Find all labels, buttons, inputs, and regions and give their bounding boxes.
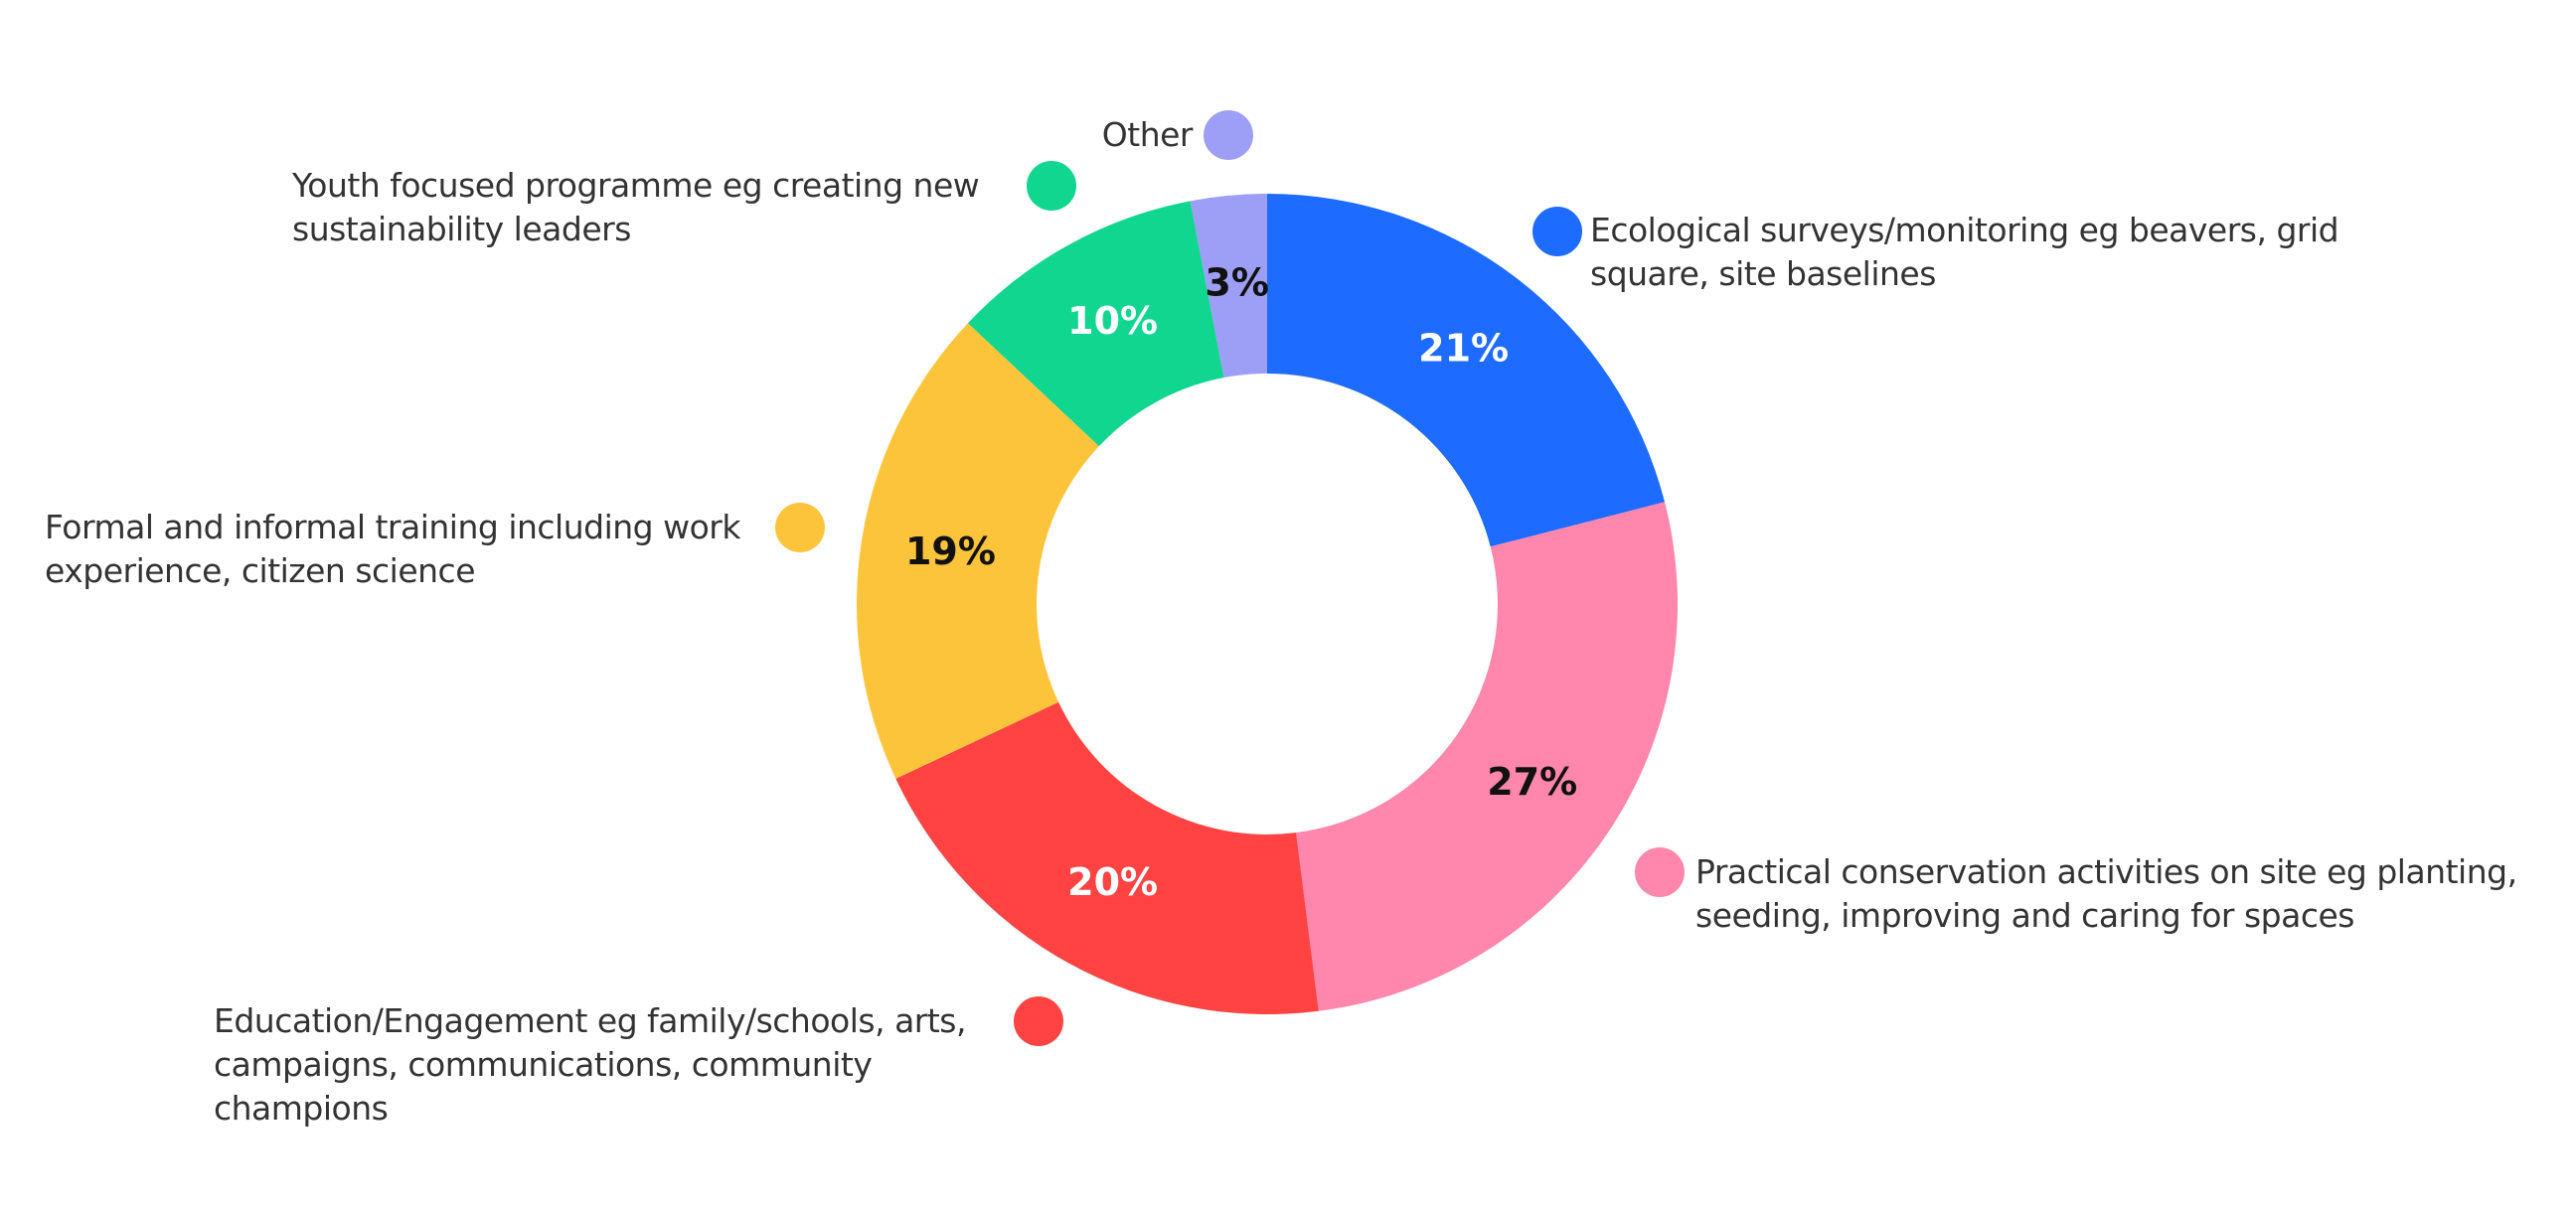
slice [1190, 194, 1267, 378]
legend-dot [1014, 996, 1063, 1046]
legend-label: Other [1101, 115, 1194, 154]
legend-dot [1027, 161, 1076, 211]
slice [1296, 502, 1678, 1011]
legend-label: Ecological surveys/monitoring eg beavers… [1590, 211, 2339, 293]
legend-label: Formal and informal training including w… [45, 508, 740, 590]
slice [857, 323, 1099, 779]
value-label: 21% [1418, 327, 1509, 371]
legend-dot [1204, 110, 1253, 160]
value-label: 20% [1067, 860, 1158, 904]
slice [1267, 194, 1666, 547]
value-label: 19% [905, 529, 996, 573]
legend-label: Practical conservation activities on sit… [1695, 852, 2517, 935]
legend-label: Education/Engagement eg family/schools, … [214, 1001, 966, 1128]
value-label: 27% [1487, 760, 1577, 804]
legend-dot [775, 503, 825, 552]
value-label: 10% [1067, 299, 1158, 343]
legend-label: Youth focused programme eg creating new … [292, 166, 980, 248]
legend-dot [1635, 847, 1685, 897]
slice [967, 201, 1224, 447]
slice [895, 701, 1319, 1014]
value-label: 3% [1205, 260, 1269, 304]
legend-dot [1532, 207, 1582, 256]
